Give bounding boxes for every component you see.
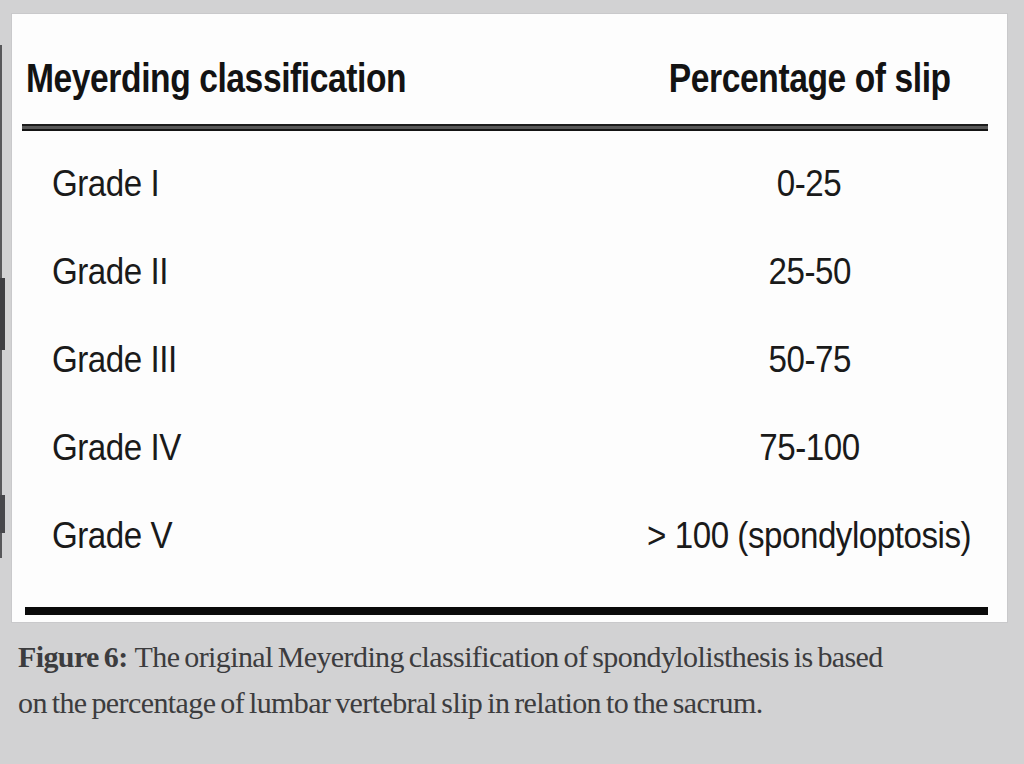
slip-value: > 100 (spondyloptosis) — [647, 515, 971, 557]
grade-cell: Grade III — [12, 339, 612, 381]
caption-line-1: Figure 6:The original Meyerding classifi… — [18, 634, 1020, 680]
grade-cell: Grade I — [12, 163, 612, 205]
slip-cell: 25-50 — [612, 251, 1007, 293]
slip-value: 25-50 — [768, 251, 850, 293]
column-header-classification-label: Meyerding classification — [26, 56, 406, 101]
grade-label: Grade III — [52, 339, 177, 381]
caption-line-1-text: The original Meyerding classification of… — [135, 640, 883, 673]
table-row: Grade V > 100 (spondyloptosis) — [12, 492, 1007, 580]
slip-cell: 0-25 — [612, 163, 1007, 205]
table-bottom-rule — [25, 607, 988, 615]
grade-label: Grade I — [52, 163, 159, 205]
grade-cell: Grade V — [12, 515, 612, 557]
scan-artifact-blob-2 — [0, 495, 5, 533]
grade-cell: Grade II — [12, 251, 612, 293]
caption-figure-label: Figure 6: — [18, 640, 128, 673]
table-header-row: Meyerding classification Percentage of s… — [12, 40, 1007, 116]
caption-line-2: on the percentage of lumbar vertebral sl… — [18, 680, 1020, 726]
slip-value: 75-100 — [759, 427, 859, 469]
grade-label: Grade II — [52, 251, 168, 293]
grade-label: Grade V — [52, 515, 172, 557]
slip-value: 50-75 — [768, 339, 850, 381]
caption-line-2-text: on the percentage of lumbar vertebral sl… — [18, 686, 763, 719]
slip-cell: 75-100 — [612, 427, 1007, 469]
slip-value: 0-25 — [777, 163, 841, 205]
table-row: Grade II 25-50 — [12, 228, 1007, 316]
table-row: Grade I 0-25 — [12, 140, 1007, 228]
header-divider-rule — [22, 124, 988, 131]
column-header-classification: Meyerding classification — [12, 56, 612, 101]
grade-label: Grade IV — [52, 427, 181, 469]
table-body: Grade I 0-25 Grade II 25-50 Grade III 50… — [12, 140, 1007, 580]
scan-artifact-blob-1 — [0, 278, 5, 350]
figure-card: Meyerding classification Percentage of s… — [12, 14, 1007, 622]
table-row: Grade III 50-75 — [12, 316, 1007, 404]
grade-cell: Grade IV — [12, 427, 612, 469]
column-header-slip-label: Percentage of slip — [669, 56, 951, 101]
figure-caption: Figure 6:The original Meyerding classifi… — [18, 634, 1020, 726]
slip-cell: 50-75 — [612, 339, 1007, 381]
column-header-slip: Percentage of slip — [612, 56, 1007, 101]
table-row: Grade IV 75-100 — [12, 404, 1007, 492]
slip-cell: > 100 (spondyloptosis) — [612, 515, 1007, 557]
